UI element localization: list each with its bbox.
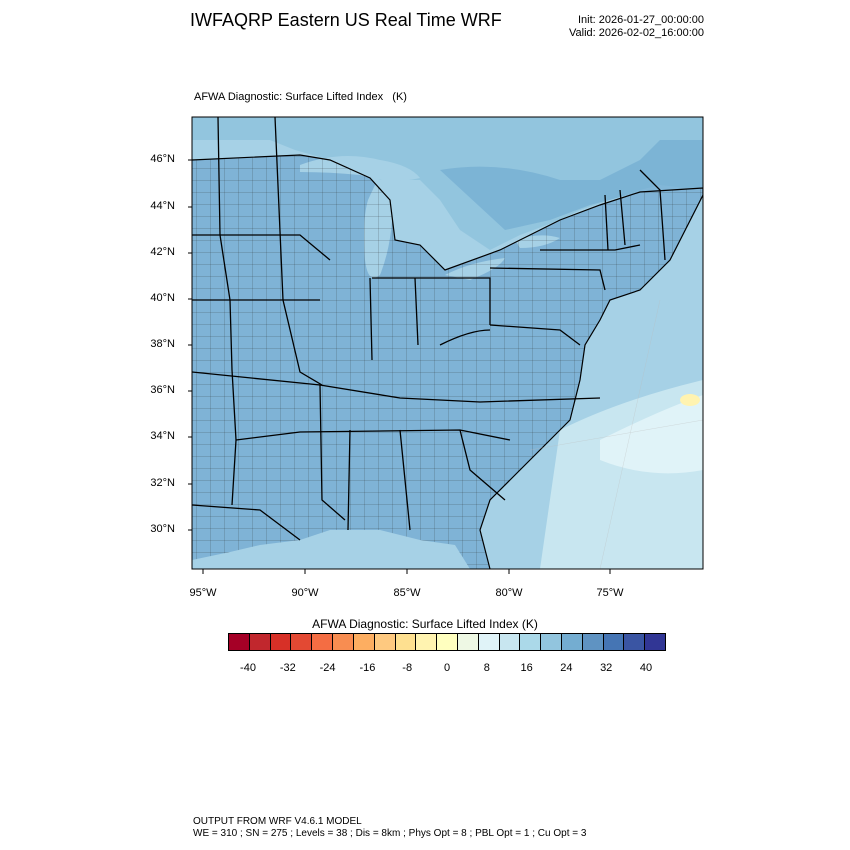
lon-label: 95°W (189, 587, 217, 599)
colorbar-tick-label: -8 (402, 662, 413, 674)
lat-label: 34°N (150, 430, 175, 442)
colorbar-cell (229, 634, 250, 650)
init-time: Init: 2026-01-27_00:00:00 (578, 14, 704, 26)
lake-huron (405, 195, 450, 246)
colorbar-tick-label: 0 (443, 662, 451, 674)
lat-label: 44°N (150, 200, 175, 212)
colorbar-cell (395, 634, 417, 650)
colorbar (228, 633, 666, 651)
colorbar-tick-label: 32 (600, 662, 613, 674)
colorbar-tick-label: 8 (483, 662, 490, 674)
footer-line-1: OUTPUT FROM WRF V4.6.1 MODEL (193, 816, 362, 827)
colorbar-cell (437, 634, 458, 650)
footer-line-2: WE = 310 ; SN = 275 ; Levels = 38 ; Dis … (193, 828, 587, 839)
colorbar-cell (270, 634, 292, 650)
chart-title: IWFAQRP Eastern US Real Time WRF (190, 10, 502, 30)
lat-label: 46°N (150, 153, 175, 165)
lon-label: 75°W (596, 587, 624, 599)
colorbar-tick-label: 16 (520, 662, 533, 674)
lon-label: 90°W (291, 587, 319, 599)
colorbar-cell (478, 634, 500, 650)
colorbar-cell (562, 634, 583, 650)
atlantic-yellow (680, 394, 700, 406)
colorbar-cell (353, 634, 375, 650)
lat-label: 38°N (150, 338, 175, 350)
colorbar-cell (603, 634, 625, 650)
colorbar-cell (333, 634, 354, 650)
model-footer: OUTPUT FROM WRF V4.6.1 MODEL WE = 310 ; … (193, 816, 586, 840)
colorbar-cell (374, 634, 396, 650)
canada (192, 117, 703, 250)
lat-label: 42°N (150, 246, 175, 258)
lat-label: 30°N (150, 523, 175, 535)
colorbar-tick-label: -32 (279, 662, 296, 674)
colorbar-cell (249, 634, 271, 650)
colorbar-cell (582, 634, 604, 650)
colorbar-tick-label: -16 (359, 662, 376, 674)
colorbar-title: AFWA Diagnostic: Surface Lifted Index (K… (312, 617, 538, 631)
colorbar-cell (499, 634, 521, 650)
colorbar-tick-label: 40 (639, 662, 653, 674)
lat-label: 32°N (150, 477, 175, 489)
colorbar-cell (416, 634, 438, 650)
colorbar-cell (520, 634, 542, 650)
colorbar-tick-label: 24 (560, 662, 573, 674)
valid-time: Valid: 2026-02-02_16:00:00 (569, 27, 704, 39)
hudson-dark (440, 140, 703, 230)
colorbar-cell (541, 634, 562, 650)
plot-frame (191, 116, 704, 570)
colorbar-cell (457, 634, 479, 650)
coastline (192, 154, 703, 569)
state-boundaries (192, 117, 666, 541)
time-info: Init: 2026-01-27_00:00:00 Valid: 2026-02… (569, 14, 704, 40)
colorbar-cell (312, 634, 334, 650)
plot-label: AFWA Diagnostic: Surface Lifted Index (K… (194, 91, 407, 103)
lat-label: 40°N (150, 292, 175, 304)
colorbar-cell (624, 634, 646, 650)
lon-label: 80°W (495, 587, 523, 599)
colorbar-tick-label: -40 (240, 662, 256, 674)
colorbar-cell (645, 634, 666, 650)
lat-label: 36°N (150, 384, 175, 396)
lon-label: 85°W (393, 587, 421, 599)
colorbar-cell (291, 634, 313, 650)
colorbar-tick-label: -24 (319, 662, 336, 674)
